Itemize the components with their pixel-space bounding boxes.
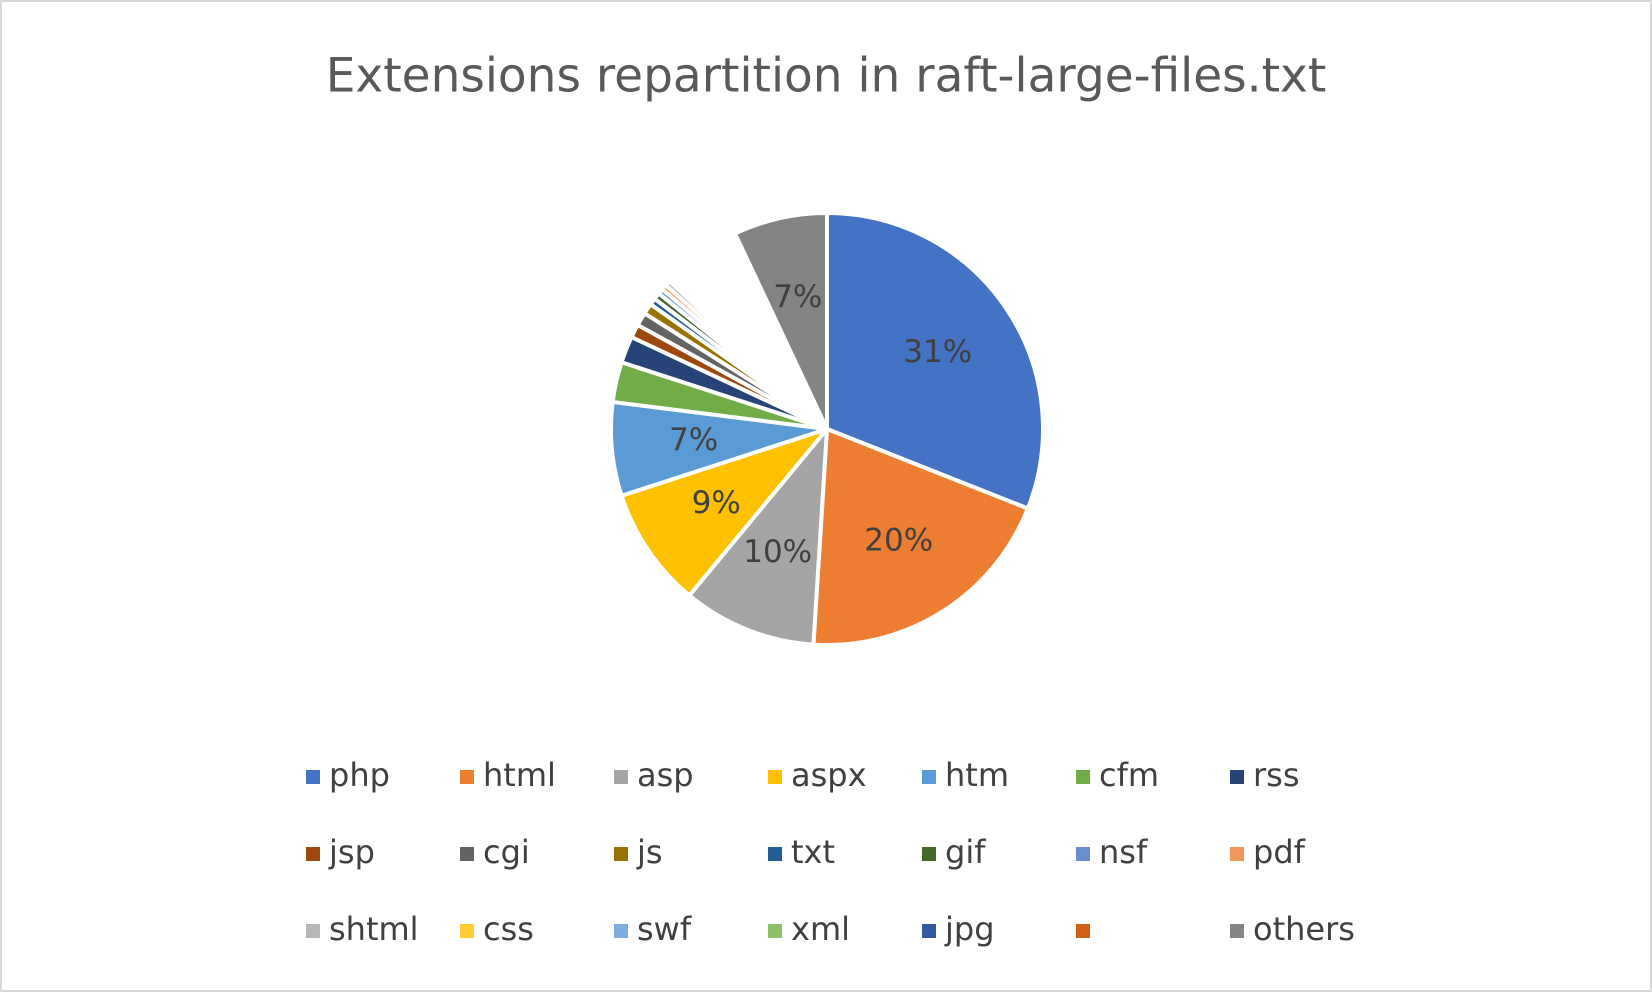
legend-label: css [483, 910, 534, 948]
legend-label: aspx [791, 756, 867, 794]
pie-slice [811, 427, 1030, 647]
legend-marker [460, 770, 474, 784]
legend-marker [614, 770, 628, 784]
legend-label: jpg [944, 910, 995, 948]
legend-marker [460, 924, 474, 938]
legend-label: html [483, 756, 556, 794]
legend-marker [922, 924, 936, 938]
legend-label: cfm [1099, 756, 1159, 794]
data-label: 7% [669, 422, 718, 458]
legend-label: cgi [483, 833, 530, 871]
legend-marker [1230, 847, 1244, 861]
legend-label: rss [1253, 756, 1300, 794]
legend-label: asp [637, 756, 694, 794]
pie-slice [619, 427, 829, 598]
legend-marker [614, 847, 628, 861]
legend-marker [922, 847, 936, 861]
data-label: 31% [903, 334, 972, 370]
legend-label: xml [791, 910, 850, 948]
legend-marker [306, 924, 320, 938]
legend-marker [306, 770, 320, 784]
legend-label: swf [637, 910, 692, 948]
legend-marker [768, 847, 782, 861]
legend-marker [1076, 924, 1090, 938]
legend-label: pdf [1253, 833, 1306, 871]
legend-label: php [329, 756, 390, 794]
data-label: 10% [743, 534, 812, 570]
legend-label: shtml [329, 910, 419, 948]
legend-marker [768, 770, 782, 784]
data-label: 9% [692, 485, 741, 521]
data-label: 20% [864, 523, 933, 559]
pie-slice [687, 427, 829, 647]
legend-marker [1230, 770, 1244, 784]
legend-label: htm [945, 756, 1009, 794]
legend-marker [768, 924, 782, 938]
legend-marker [614, 924, 628, 938]
legend-label: js [636, 833, 663, 871]
legend-marker [922, 770, 936, 784]
legend-marker [306, 847, 320, 861]
legend-label: gif [945, 833, 986, 871]
data-label: 7% [773, 279, 822, 315]
legend-marker [1076, 770, 1090, 784]
pie-slice [825, 211, 1045, 511]
legend-marker [460, 847, 474, 861]
legend-marker [1230, 924, 1244, 938]
legend-marker [1076, 847, 1090, 861]
legend-label: others [1253, 910, 1355, 948]
chart-title: Extensions repartition in raft-large-fil… [326, 49, 1327, 104]
legend-label: txt [791, 833, 835, 871]
legend-label: nsf [1099, 833, 1148, 871]
pie-slice [733, 211, 829, 431]
legend-label: jsp [328, 833, 375, 871]
